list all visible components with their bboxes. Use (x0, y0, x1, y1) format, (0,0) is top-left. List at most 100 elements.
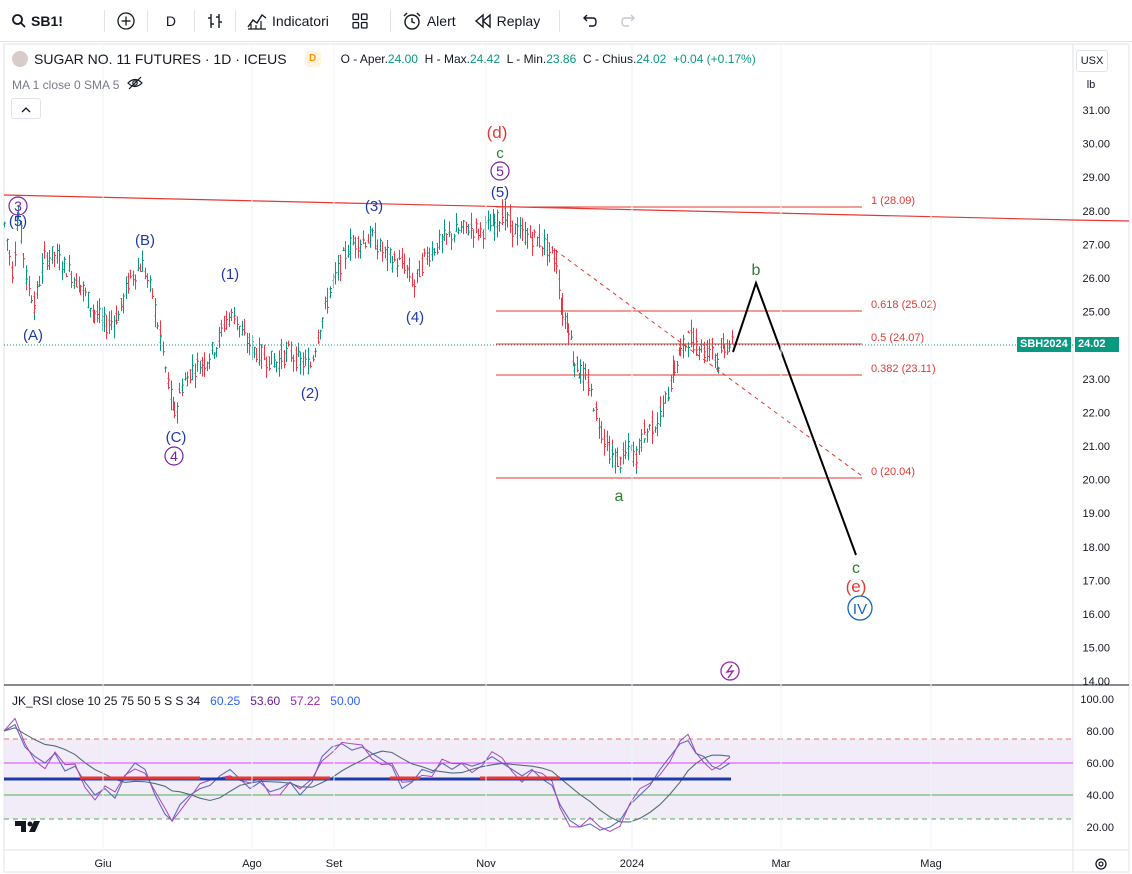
rewind-icon (474, 12, 492, 29)
wave-d-label: (d) (487, 123, 508, 142)
price-tick-label: 30.00 (1082, 139, 1110, 151)
tradingview-logo[interactable] (14, 818, 46, 839)
event-marker-icon[interactable] (720, 661, 740, 681)
rsi-tick-label: 100.00 (1080, 694, 1114, 706)
eye-off-icon[interactable] (127, 76, 144, 93)
fibonacci-retracement[interactable]: 1 (28.09) 0.618 (25.02) 0.5 (24.07) 0.382 (… (496, 195, 936, 479)
time-tick-label: Giu (94, 858, 111, 870)
wave-3-paren: (3) (365, 198, 383, 215)
price-chart[interactable]: 1 (28.09) 0.618 (25.02) 0.5 (24.07) 0.382 (… (0, 41, 1132, 874)
alarm-clock-icon (402, 11, 422, 31)
wave-labels: 3 (5) (A) (B) (C) 4 (1) (2) (3) (4) (d) … (8, 123, 873, 621)
compare-button[interactable] (109, 6, 143, 36)
wave-IV-label: IV (853, 601, 867, 618)
rsi-value-4: 50.00 (330, 694, 361, 708)
rsi-average-line (3, 727, 731, 823)
candles-group (3, 199, 734, 474)
fib-level-label: 0.5 (24.07) (871, 332, 924, 344)
price-tick-label: 21.00 (1082, 441, 1110, 453)
redo-icon (621, 13, 639, 29)
interval-button[interactable]: D (152, 6, 190, 36)
rsi-value-3: 57.22 (290, 694, 321, 708)
change-value: +0.04 (+0.17%) (672, 52, 756, 66)
collapse-legend-button[interactable] (11, 98, 41, 119)
rsi-tick-label: 80.00 (1086, 726, 1114, 738)
wave-4-label: 4 (170, 448, 178, 464)
close-label: C - Chius. (582, 52, 637, 66)
time-tick-label: Mar (772, 858, 791, 870)
price-tick-label: 29.00 (1082, 172, 1110, 184)
high-label: H - Max. (424, 52, 470, 66)
indicators-button[interactable]: Indicatori (240, 6, 336, 36)
wave-3-label: 3 (14, 198, 22, 214)
interval-label: D (165, 12, 177, 29)
separator (194, 9, 196, 32)
rsi-group (3, 717, 731, 832)
price-tick-label: 16.00 (1082, 609, 1110, 621)
rsi-tick-label: 60.00 (1086, 758, 1114, 770)
price-tick-label: 22.00 (1082, 407, 1110, 419)
time-tick-label: Mag (920, 858, 941, 870)
add-icon (116, 11, 136, 31)
price-tick-label: 20.00 (1082, 475, 1110, 487)
bar-chart-icon (206, 12, 224, 30)
price-tick-label: 17.00 (1082, 575, 1110, 587)
replay-label: Replay (496, 12, 541, 29)
low-label: L - Min. (506, 52, 547, 66)
high-value: 24.42 (469, 52, 500, 66)
currency-selector[interactable]: USX (1076, 50, 1108, 72)
price-tick-label: 25.00 (1082, 307, 1110, 319)
separator (389, 9, 391, 32)
price-tag-symbol: SBH2024 (1020, 338, 1068, 350)
chevron-up-icon (21, 100, 31, 118)
open-label: O - Aper. (340, 52, 388, 66)
undo-button[interactable] (572, 6, 604, 36)
unit-selector[interactable]: lb (1076, 76, 1106, 94)
rsi-value-2: 53.60 (250, 694, 281, 708)
symbol-search[interactable]: SB1! (4, 6, 70, 36)
rsi-tick-label: 40.00 (1086, 790, 1114, 802)
fib-level-label: 0.618 (25.02) (871, 299, 936, 311)
templates-button[interactable] (344, 6, 376, 36)
redo-button[interactable] (614, 6, 646, 36)
time-tick-label: 2024 (620, 858, 644, 870)
symbol-legend: SUGAR NO. 11 FUTURES · 1D · ICEUS D O - … (12, 51, 756, 67)
wave-b-label: b (752, 262, 761, 279)
wave-c-final-label: c (852, 560, 860, 577)
rsi-legend-label: JK_RSI close 10 25 75 50 5 S S 34 (12, 694, 201, 708)
wave-5-circle-label: 5 (496, 163, 504, 179)
rsi-line (3, 723, 731, 831)
ohlc-values: O - Aper.24.00 H - Max.24.42 L - Min.23.… (341, 52, 756, 66)
separator (103, 9, 105, 32)
market-status-badge: D (304, 51, 321, 67)
price-tick-label: 23.00 (1082, 374, 1110, 386)
wave-B-label: (B) (135, 232, 155, 249)
wave-4-paren: (4) (406, 309, 424, 326)
price-tick-label: 27.00 (1082, 239, 1110, 251)
rsi-axis[interactable]: 100.00 80.00 60.00 40.00 20.00 (1080, 694, 1114, 834)
gear-icon[interactable] (1095, 858, 1107, 870)
time-axis[interactable]: Giu Ago Set Nov 2024 Mar Mag (94, 44, 942, 870)
symbol-title[interactable]: SUGAR NO. 11 FUTURES · 1D · ICEUS (34, 51, 287, 67)
price-tick-label: 28.00 (1082, 206, 1110, 218)
rsi-signal-line (3, 717, 731, 832)
price-axis[interactable]: 31.0030.0029.0028.0027.0026.0025.0024.00… (1082, 105, 1110, 688)
chart-frame (3, 43, 1130, 873)
top-toolbar: SB1! D Indicatori Alert R (0, 0, 1132, 42)
replay-button[interactable]: Replay (467, 6, 548, 36)
alert-button[interactable]: Alert (395, 6, 463, 36)
ma-indicator-legend[interactable]: MA 1 close 0 SMA 5 (12, 76, 144, 93)
trendline-extension (1072, 219, 1130, 222)
rsi-legend[interactable]: JK_RSI close 10 25 75 50 5 S S 34 60.25 … (12, 694, 360, 708)
price-tick-label: 14.00 (1082, 676, 1110, 688)
unit-label: lb (1086, 79, 1096, 91)
chart-type-button[interactable] (199, 6, 231, 36)
wave-4-circle (164, 446, 184, 466)
symbol-label: SB1! (31, 12, 63, 29)
price-tick-label: 31.00 (1082, 105, 1110, 117)
search-icon (11, 13, 27, 29)
wave-C-label: (C) (166, 429, 187, 446)
grid-icon (351, 12, 369, 30)
price-tick-label: 19.00 (1082, 508, 1110, 520)
rsi-value-1: 60.25 (210, 694, 241, 708)
